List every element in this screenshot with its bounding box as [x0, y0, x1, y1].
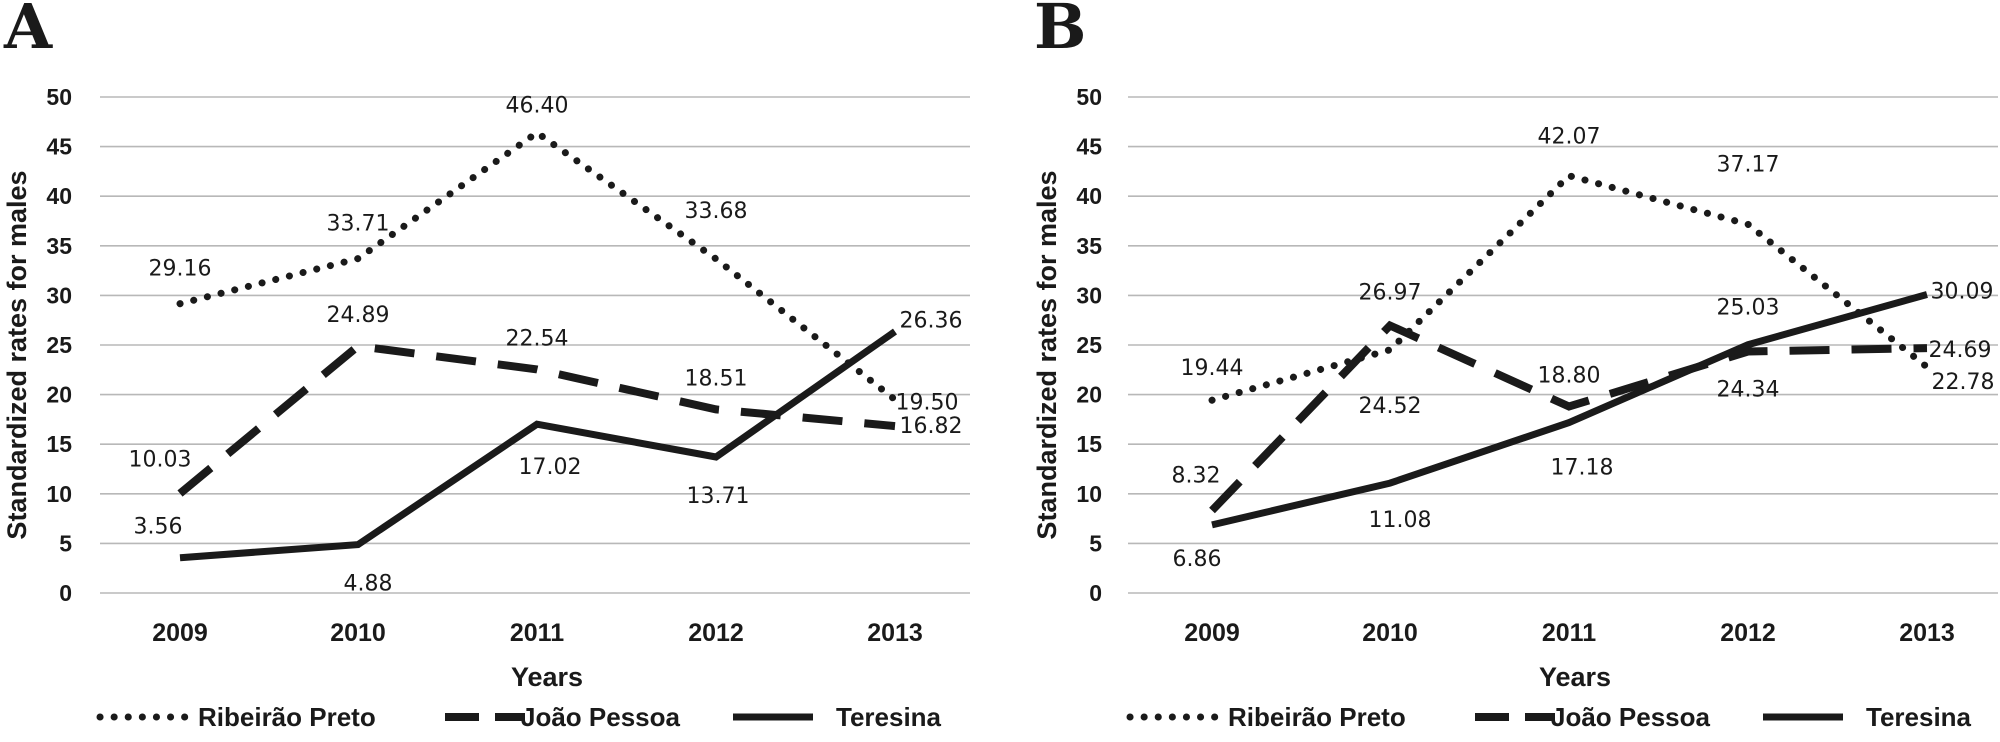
y-tick-label: 40 [1076, 183, 1102, 209]
series-line-solid [1211, 291, 1928, 529]
y-tick-label: 15 [46, 431, 72, 457]
legend-label: Teresina [1866, 702, 1972, 732]
series-line-solid [179, 328, 898, 562]
x-tick-label: 2011 [1542, 619, 1596, 647]
y-tick-label: 0 [1089, 580, 1102, 606]
y-axis-label: Standardized rates for males [1032, 170, 1062, 539]
y-tick-label: 5 [1089, 530, 1102, 556]
data-label: 46.40 [506, 94, 569, 119]
panel-b: B 0 5 10 15 20 25 30 35 40 45 50 Standardized rates … [1032, 0, 1998, 732]
data-label: 30.09 [1931, 280, 1994, 305]
x-tick-label: 2011 [510, 619, 564, 647]
data-label: 17.02 [519, 455, 582, 480]
data-label: 4.88 [344, 572, 393, 597]
data-label: 24.89 [327, 303, 390, 328]
x-axis-label: Years [511, 662, 583, 692]
legend-label: Teresina [836, 702, 942, 732]
x-tick-label: 2012 [688, 619, 744, 647]
data-label: 8.32 [1172, 464, 1221, 489]
legend-label: João Pessoa [1551, 702, 1711, 732]
y-tick-label: 30 [46, 282, 72, 308]
panel-letter: B [1034, 0, 1086, 63]
series-line-dotted [1208, 171, 1931, 404]
data-label: 13.71 [687, 484, 750, 509]
data-label: 19.44 [1181, 356, 1244, 381]
panel-a: A 0 5 10 15 20 25 30 35 40 45 50 Standardized rates … [2, 0, 970, 732]
series-line-dashed [1209, 320, 1928, 514]
y-tick-label: 40 [46, 183, 72, 209]
data-label: 26.36 [900, 309, 963, 334]
series-line-dotted [176, 128, 899, 404]
data-label: 25.03 [1717, 296, 1780, 321]
data-label: 6.86 [1173, 547, 1222, 572]
y-tick-label: 5 [59, 530, 72, 556]
data-label: 22.54 [506, 326, 569, 351]
data-label: 24.34 [1717, 378, 1780, 403]
legend-label: João Pessoa [521, 702, 681, 732]
x-tick-label: 2013 [1899, 619, 1955, 647]
data-label: 37.17 [1717, 152, 1780, 177]
y-tick-label: 35 [46, 233, 72, 259]
y-tick-label: 35 [1076, 233, 1102, 259]
data-label: 18.80 [1538, 364, 1601, 389]
data-label: 3.56 [134, 515, 183, 540]
y-tick-label: 10 [46, 481, 72, 507]
data-label: 29.16 [149, 257, 212, 282]
data-label: 24.52 [1359, 394, 1422, 419]
y-tick-label: 0 [59, 580, 72, 606]
x-tick-label: 2009 [152, 619, 208, 647]
y-axis-label: Standardized rates for males [2, 170, 32, 539]
y-tick-label: 45 [46, 134, 72, 160]
y-tick-label: 20 [1076, 382, 1102, 408]
y-tick-label: 25 [1076, 332, 1102, 358]
x-tick-label: 2010 [1362, 619, 1418, 647]
y-tick-label: 30 [1076, 282, 1102, 308]
data-label: 24.69 [1929, 338, 1992, 363]
y-tick-label: 25 [46, 332, 72, 358]
data-label: 17.18 [1551, 456, 1614, 481]
data-label: 16.82 [900, 414, 963, 439]
data-label: 11.08 [1369, 508, 1432, 533]
data-label: 26.97 [1359, 281, 1422, 306]
data-label: 33.68 [685, 199, 748, 224]
x-axis-label: Years [1539, 662, 1611, 692]
y-tick-label: 10 [1076, 481, 1102, 507]
legend-label: Ribeirão Preto [1228, 702, 1406, 732]
data-label: 18.51 [685, 366, 748, 391]
x-tick-label: 2012 [1720, 619, 1776, 647]
data-label: 19.50 [896, 391, 959, 416]
y-tick-label: 50 [1076, 84, 1102, 110]
y-tick-label: 20 [46, 382, 72, 408]
y-tick-label: 45 [1076, 134, 1102, 160]
y-tick-label: 15 [1076, 431, 1102, 457]
data-label: 33.71 [327, 212, 390, 237]
legend-label: Ribeirão Preto [198, 702, 376, 732]
x-tick-label: 2013 [867, 619, 923, 647]
x-tick-label: 2010 [330, 619, 386, 647]
panel-letter: A [3, 0, 53, 63]
y-tick-label: 50 [46, 84, 72, 110]
x-tick-label: 2009 [1184, 619, 1240, 647]
data-label: 42.07 [1538, 125, 1601, 150]
data-label: 22.78 [1932, 370, 1995, 395]
data-label: 10.03 [129, 448, 192, 473]
